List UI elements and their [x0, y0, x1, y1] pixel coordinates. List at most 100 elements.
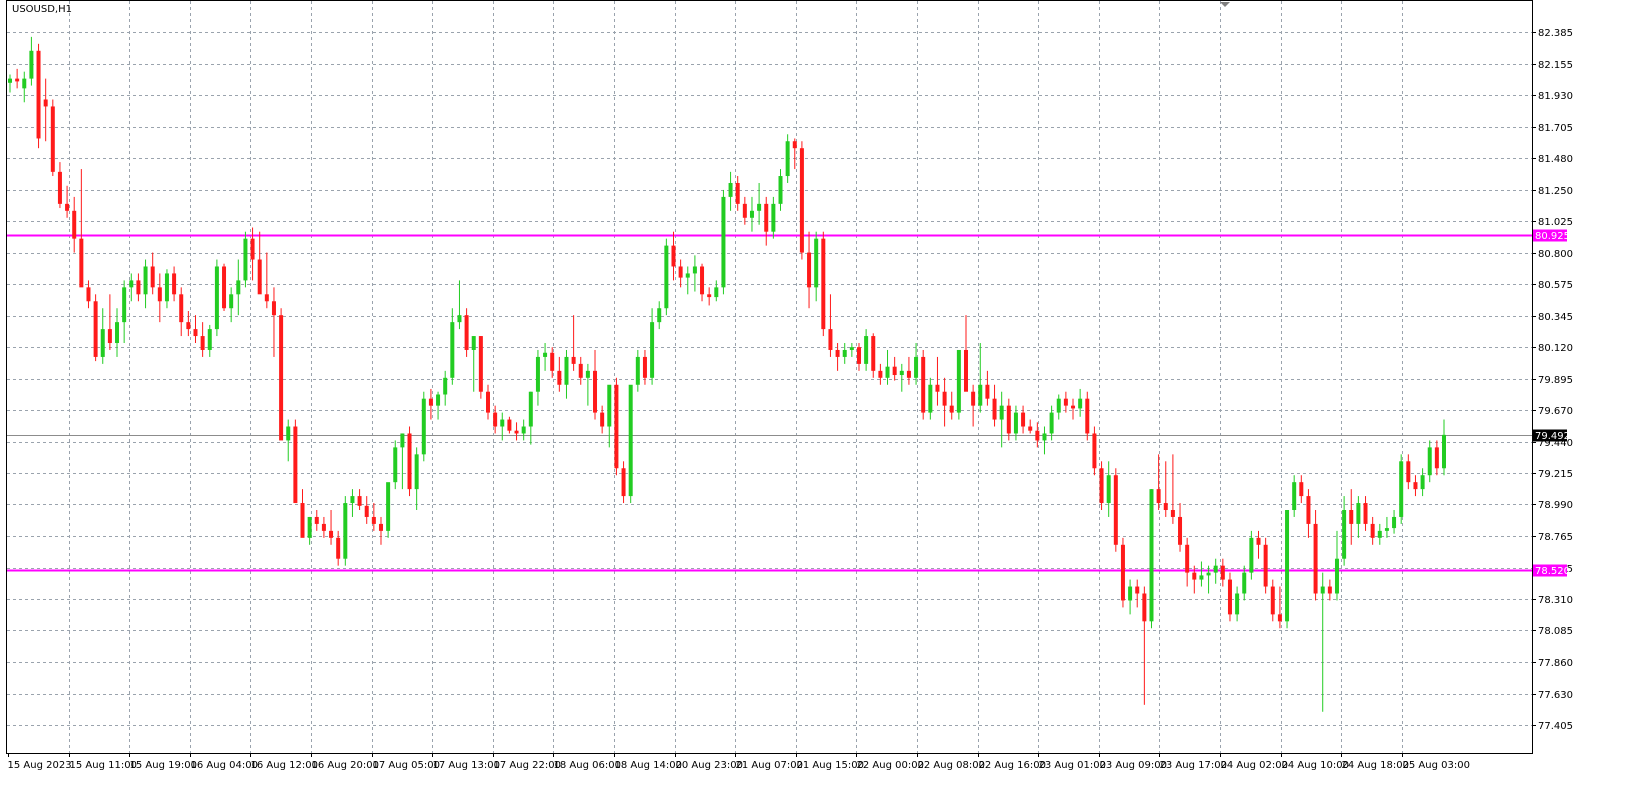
candle-body	[371, 516, 376, 524]
candle	[464, 308, 469, 357]
candle	[1356, 496, 1361, 538]
candle-body	[971, 391, 976, 406]
x-tick-label: 16 Aug 20:00	[312, 760, 379, 771]
x-tick-label: 16 Aug 04:00	[191, 760, 258, 771]
y-tick-label: 80.575	[1538, 280, 1573, 291]
candle	[885, 349, 890, 385]
candle	[978, 343, 983, 413]
current-price-label: 79.492	[1535, 431, 1570, 442]
candle	[1042, 426, 1047, 455]
candle	[1392, 510, 1397, 534]
candle	[1406, 454, 1411, 490]
candle	[1142, 586, 1147, 705]
candle	[293, 419, 298, 504]
candle-body	[279, 315, 284, 441]
candle-body	[1434, 447, 1439, 469]
y-tick-label: 82.155	[1538, 60, 1573, 71]
candle-body	[614, 384, 619, 469]
level-price-tag	[1533, 229, 1567, 242]
candle	[778, 169, 783, 211]
candle-body	[685, 273, 690, 278]
candle	[799, 141, 804, 260]
x-tick-label: 21 Aug 15:00	[797, 760, 864, 771]
candle-body	[721, 196, 726, 288]
candle	[1113, 468, 1118, 552]
candle	[143, 259, 148, 309]
candle-body	[714, 287, 719, 298]
candle	[286, 419, 291, 462]
candle	[550, 347, 555, 378]
candle-body	[1277, 614, 1282, 622]
candle-body	[200, 336, 205, 350]
chart-shift-marker-icon[interactable]	[1220, 2, 1230, 7]
horizontal-levels	[7, 234, 1532, 572]
candle	[193, 315, 198, 344]
candles	[8, 36, 1446, 712]
candle-body	[942, 391, 947, 406]
candle-body	[122, 287, 127, 323]
y-tick-label: 81.480	[1538, 154, 1573, 165]
candle	[115, 308, 120, 357]
candle-body	[557, 370, 562, 385]
candle	[329, 510, 334, 545]
y-tick-label: 77.630	[1538, 690, 1573, 701]
candle-body	[314, 516, 319, 524]
candle-body	[778, 176, 783, 204]
candle	[1420, 468, 1425, 497]
candle-body	[1013, 412, 1018, 434]
candle-body	[8, 78, 12, 83]
candle-body	[1120, 544, 1125, 601]
candle-body	[678, 266, 683, 278]
candle-body	[164, 273, 169, 302]
candle-body	[1263, 544, 1268, 587]
candle	[942, 377, 947, 427]
y-tick-label: 78.085	[1538, 626, 1573, 637]
candle-body	[1292, 482, 1297, 511]
candle-body	[143, 266, 148, 295]
grid-lines	[7, 1, 1532, 753]
candle-body	[350, 496, 355, 504]
x-tick-label: 17 Aug 05:00	[373, 760, 440, 771]
candle-body	[1370, 523, 1375, 538]
candle-body	[1363, 503, 1368, 524]
candle	[899, 363, 904, 392]
candle-body	[1170, 510, 1175, 517]
candle-body	[799, 148, 804, 253]
candle	[214, 259, 219, 337]
candle	[279, 308, 284, 441]
candle-body	[992, 398, 997, 420]
candle-body	[100, 329, 105, 357]
level-price-tag	[1533, 564, 1567, 577]
candle	[764, 196, 769, 246]
y-tick-label: 78.990	[1538, 500, 1573, 511]
candle	[222, 263, 227, 312]
candle	[471, 336, 476, 392]
candle	[992, 384, 997, 427]
candle	[1342, 496, 1347, 566]
candle	[1049, 405, 1054, 441]
candle-body	[1392, 516, 1397, 529]
candle	[1235, 586, 1240, 622]
candle	[700, 263, 705, 302]
candle-body	[1242, 572, 1247, 594]
candle	[807, 231, 812, 309]
candle	[828, 294, 833, 357]
candle-body	[921, 356, 926, 413]
candle	[378, 516, 383, 545]
y-tick-label: 79.670	[1538, 406, 1573, 417]
candle-body	[507, 419, 512, 431]
candle	[1128, 579, 1133, 615]
candle	[414, 447, 419, 511]
candle-body	[1199, 575, 1204, 580]
candle-body	[86, 287, 91, 302]
x-tick-label: 22 Aug 00:00	[857, 760, 924, 771]
candle-body	[871, 336, 876, 371]
candle-body	[300, 503, 305, 538]
candle	[478, 336, 483, 399]
price-axis: 82.385 82.155 81.930 81.705 81.480 81.250 81.0…	[1532, 28, 1573, 732]
candle	[671, 231, 676, 281]
candle-body	[535, 356, 540, 392]
candle-body	[1056, 398, 1061, 413]
